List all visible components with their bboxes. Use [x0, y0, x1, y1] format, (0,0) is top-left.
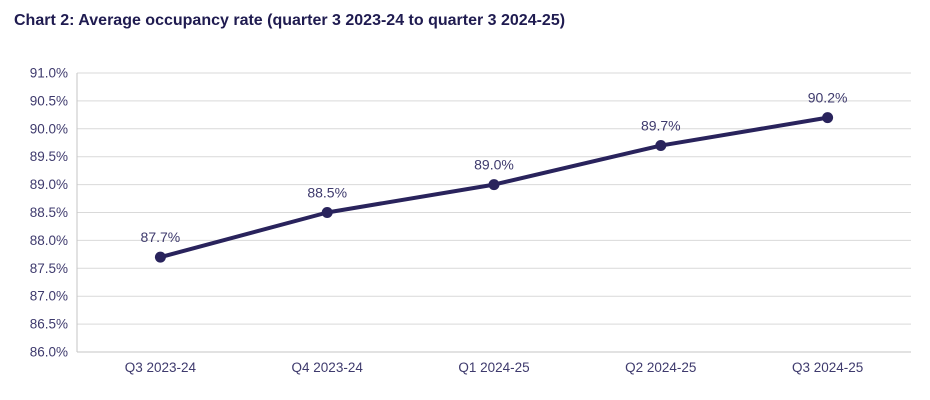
- x-tick-label: Q4 2023-24: [292, 360, 364, 375]
- chart-title: Chart 2: Average occupancy rate (quarter…: [14, 12, 566, 29]
- y-tick-label: 88.0%: [30, 233, 68, 248]
- y-tick-label: 87.0%: [30, 289, 68, 304]
- data-point-label: 90.2%: [808, 90, 848, 106]
- x-tick-label: Q3 2024-25: [792, 360, 863, 375]
- x-tick-label: Q2 2024-25: [625, 360, 696, 375]
- y-tick-label: 90.5%: [30, 93, 68, 108]
- x-tick-label: Q3 2023-24: [125, 360, 197, 375]
- y-tick-label: 89.5%: [30, 149, 68, 164]
- x-tick-label: Q1 2024-25: [458, 360, 529, 375]
- data-point-marker: [488, 179, 500, 191]
- data-point-marker: [154, 251, 166, 263]
- data-point-label: 87.7%: [141, 229, 181, 245]
- y-tick-label: 87.5%: [30, 261, 68, 276]
- y-tick-label: 90.0%: [30, 121, 68, 136]
- data-point-label: 88.5%: [307, 185, 347, 201]
- y-tick-label: 89.0%: [30, 177, 68, 192]
- y-tick-label: 86.5%: [30, 317, 68, 332]
- y-tick-label: 86.0%: [30, 345, 68, 360]
- y-tick-label: 88.5%: [30, 205, 68, 220]
- data-point-marker: [655, 140, 667, 152]
- data-point-label: 89.7%: [641, 118, 681, 134]
- data-point-label: 89.0%: [474, 157, 514, 173]
- data-point-marker: [321, 207, 333, 218]
- data-point-marker: [822, 112, 834, 124]
- y-tick-label: 91.0%: [30, 66, 68, 81]
